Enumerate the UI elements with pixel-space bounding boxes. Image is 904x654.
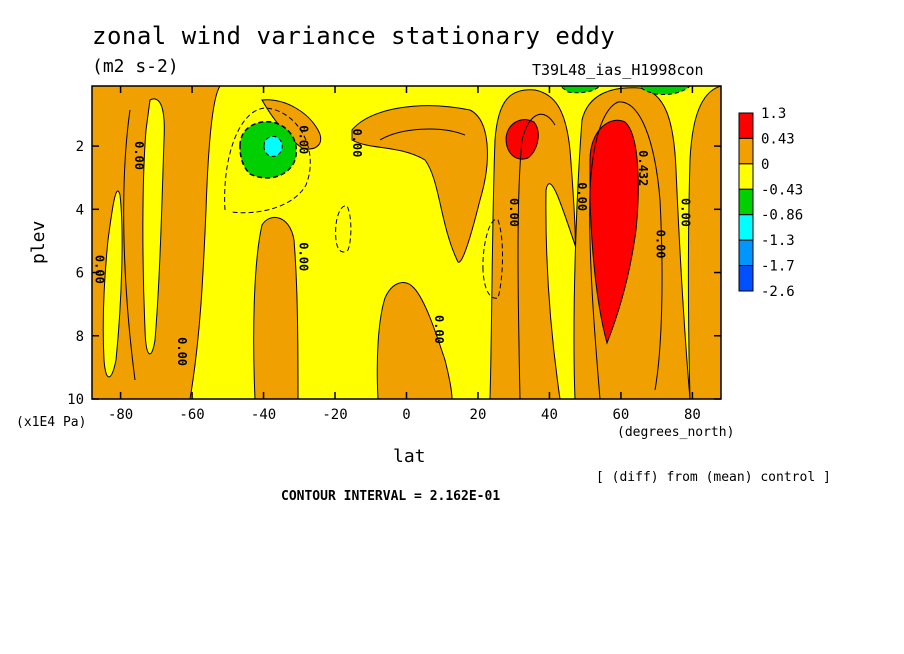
- contour-label: 0.00: [132, 141, 146, 170]
- region-sh-negative-cyan: [263, 135, 283, 157]
- chart-title: zonal wind variance stationary eddy: [92, 22, 616, 50]
- y-unit-label: (x1E4 Pa): [16, 415, 87, 430]
- colorbar-swatch: [738, 265, 754, 292]
- colorbar: 1.3 0.43 0 -0.43 -0.86 -1.3 -1.7 -2.6: [738, 106, 803, 300]
- colorbar-swatch: [738, 137, 754, 165]
- colorbar-label: 1.3: [761, 106, 786, 122]
- contour-neg-nh-sub: [482, 219, 504, 299]
- colorbar-label: -2.6: [761, 284, 795, 300]
- plot-area: [92, 86, 721, 399]
- contour-label: 0.00: [350, 128, 364, 157]
- region-nh-jet-max: [589, 119, 639, 345]
- colorbar-label: -1.3: [761, 233, 795, 249]
- x-unit-label: (degrees_north): [617, 425, 735, 440]
- colorbar-swatch: [738, 112, 754, 139]
- contour-label: 0.432: [636, 150, 650, 186]
- region-equatorial-lower-positive: [376, 282, 453, 399]
- region-nh-polar-positive: [688, 86, 721, 399]
- run-label: T39L48_ias_H1998con: [532, 61, 704, 79]
- colorbar-label: 0.43: [761, 131, 795, 147]
- chart-units: (m2 s-2): [92, 56, 179, 77]
- colorbar-swatch: [738, 163, 754, 190]
- colorbar-label: -0.86: [761, 208, 803, 224]
- colorbar-swatch: [738, 214, 754, 241]
- region-nh-subtropical-positive: [489, 89, 576, 399]
- axis-ticks: -80 -60 -40 -20 0 20 40 60 80 2 4 6 8 10: [67, 86, 721, 423]
- contour-interval: CONTOUR INTERVAL = 2.162E-01: [281, 489, 501, 504]
- x-tick-label: 40: [541, 407, 558, 423]
- contour-pos-inner-1: [517, 113, 556, 399]
- contour-label: 0.00: [679, 198, 693, 227]
- contour-label: 0.00: [654, 230, 668, 259]
- colorbar-label: 0: [761, 157, 769, 173]
- region-sh-midlat-positive: [253, 216, 299, 399]
- colorbar-label: -1.7: [761, 259, 795, 275]
- y-tick-label: 10: [67, 392, 84, 408]
- contour-label: 0.00: [296, 242, 310, 271]
- contour-labels: 0.00 0.00 0.00 0.00 0.00 0.00 0.00 0.00 0.00 0.43…: [93, 125, 693, 366]
- colorbar-swatch: [738, 239, 754, 267]
- x-tick-label: -20: [322, 407, 347, 423]
- y-tick-label: 2: [76, 139, 84, 155]
- contour-pos-inner-2: [589, 101, 663, 399]
- x-axis-label: lat: [393, 446, 426, 467]
- y-axis-label: plev: [28, 220, 49, 264]
- contour-label: 0.00: [432, 315, 446, 344]
- x-tick-label: 80: [684, 407, 701, 423]
- y-tick-label: 6: [76, 266, 84, 282]
- x-tick-label: -40: [251, 407, 276, 423]
- contour-label: 0.00: [575, 182, 589, 211]
- contour-label: 0.00: [507, 198, 521, 227]
- x-tick-label: -80: [108, 407, 133, 423]
- footer-note: [ (diff) from (mean) control ]: [596, 470, 831, 485]
- region-nh-upper-negative: [559, 86, 601, 94]
- y-tick-label: 8: [76, 329, 84, 345]
- region-sh-polar-yellow-strip: [102, 190, 123, 378]
- contour-pos-inner-3: [379, 128, 466, 141]
- colorbar-label: -0.43: [761, 182, 803, 198]
- region-sh-trough: [142, 98, 165, 355]
- y-tick-label: 4: [76, 202, 84, 218]
- contour-neg-tropics: [335, 205, 352, 253]
- region-arctic-negative: [639, 86, 691, 95]
- contour-neg-outer: [224, 107, 311, 214]
- x-tick-label: 20: [470, 407, 487, 423]
- colorbar-swatch: [738, 188, 754, 216]
- region-tropical-upper-positive: [351, 105, 488, 263]
- x-tick-label: 60: [613, 407, 630, 423]
- contour-label: 0.00: [296, 125, 310, 154]
- contour-pos-inner-4: [123, 109, 136, 381]
- contour-label: 0.00: [175, 337, 189, 366]
- x-tick-label: -60: [179, 407, 204, 423]
- contour-label: 0.00: [93, 255, 107, 284]
- x-tick-label: 0: [402, 407, 410, 423]
